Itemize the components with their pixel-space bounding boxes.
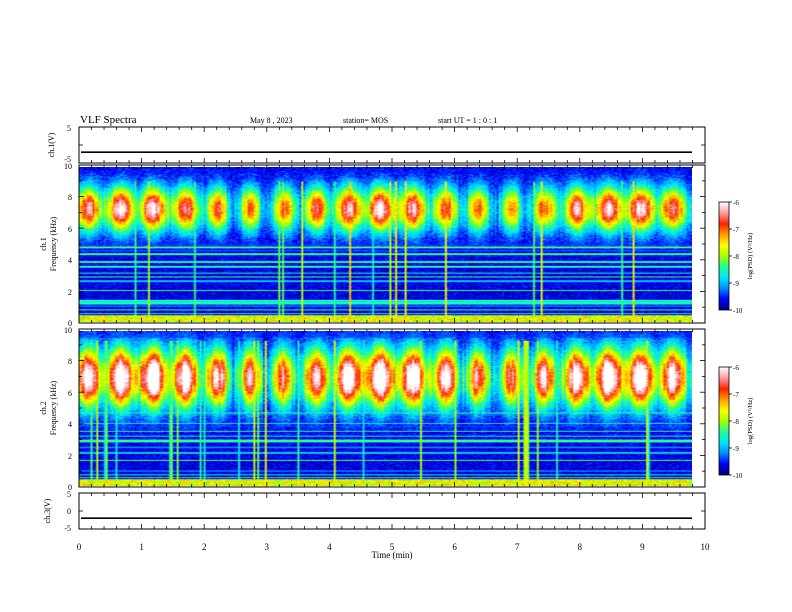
colorbar-2-tick-m7: -7 <box>733 391 739 399</box>
colorbar-1-tick-m6: -6 <box>733 199 739 207</box>
ch2-ytick-8: 8 <box>68 357 72 366</box>
start-time-label: start UT = 1 : 0 : 1 <box>438 116 497 125</box>
colorbar-1-label: log(PSD) (V²/Hz) <box>747 233 754 280</box>
ch2-ytick-6: 6 <box>68 389 72 398</box>
ch1-frequency-ticks: 0 2 4 6 8 10 <box>64 162 72 328</box>
ch2-ytick-0: 0 <box>68 483 72 492</box>
ch3-ytick-mid: 0 <box>67 507 71 516</box>
x-tick-9: 9 <box>640 542 645 552</box>
ch2-ytick-2: 2 <box>68 452 72 461</box>
x-tick-8: 8 <box>578 542 583 552</box>
ch1-ytick-8: 8 <box>68 193 72 202</box>
colorbar-2-tick-m8: -8 <box>733 418 739 426</box>
ch2-frequency-ticks: 0 2 4 6 8 10 <box>64 326 72 492</box>
ch1-ytick-10: 10 <box>64 162 72 171</box>
colorbar-2-tick-m6: -6 <box>733 364 739 372</box>
x-axis-label: Time (min) <box>372 550 413 560</box>
ch2-ytick-4: 4 <box>68 420 72 429</box>
ch1-waveform-frame <box>78 126 706 164</box>
ch3-ytick-top: 5 <box>67 490 71 499</box>
ch1-spectrogram-image <box>79 167 692 322</box>
ch3-waveform-frame <box>78 492 706 530</box>
axis-ticks <box>78 126 706 530</box>
colorbar-1-image <box>719 202 729 310</box>
ch1-channel-label: ch.1 <box>39 237 48 251</box>
colorbar-2-tick-m9: -9 <box>733 445 739 453</box>
station-label: station= MOS <box>343 116 388 125</box>
ch3-waveform-ylabel: ch.3(V) <box>43 498 52 523</box>
colorbar-1-tick-m9: -9 <box>733 280 739 288</box>
colorbar-1-ticks <box>729 201 732 311</box>
figure-title: VLF Spectra <box>80 114 137 126</box>
ch1-ytick-bottom: -5 <box>64 155 71 164</box>
x-tick-3: 3 <box>265 542 270 552</box>
ch1-waveform-ylabel: ch.1(V) <box>47 132 56 157</box>
x-tick-2: 2 <box>202 542 207 552</box>
ch2-frequency-label: Frequency (kHz) <box>49 380 58 435</box>
ch3-ytick-bottom: -5 <box>64 524 71 533</box>
colorbar-1-tick-m7: -7 <box>733 226 739 234</box>
x-tick-5: 5 <box>390 542 395 552</box>
colorbar-2-tick-m10: -10 <box>733 472 743 480</box>
colorbar-2-image <box>719 367 729 475</box>
ch2-ytick-10: 10 <box>64 326 72 335</box>
x-tick-4: 4 <box>327 542 332 552</box>
colorbar-2-ticks <box>729 366 732 476</box>
x-tick-labels: 0 1 2 3 4 5 6 7 8 9 10 <box>77 542 710 552</box>
ch1-ytick-6: 6 <box>68 225 72 234</box>
ch1-ytick-2: 2 <box>68 288 72 297</box>
x-tick-7: 7 <box>515 542 520 552</box>
colorbar-1-tick-m10: -10 <box>733 307 743 315</box>
ch2-channel-label: ch.2 <box>39 401 48 415</box>
x-tick-1: 1 <box>139 542 144 552</box>
ch1-frequency-label: Frequency (kHz) <box>49 216 58 271</box>
ch1-ytick-4: 4 <box>68 256 72 265</box>
ch1-ytick-0: 0 <box>68 319 72 328</box>
colorbar-1-tick-m8: -8 <box>733 253 739 261</box>
x-tick-6: 6 <box>452 542 457 552</box>
ch1-ytick-top: 5 <box>67 124 71 133</box>
colorbar-2-label: log(PSD) (V²/Hz) <box>747 398 754 445</box>
ch2-spectrogram-image <box>79 331 692 486</box>
date-label: May 8 , 2023 <box>250 116 293 125</box>
x-tick-0: 0 <box>77 542 82 552</box>
x-tick-10: 10 <box>701 542 711 552</box>
